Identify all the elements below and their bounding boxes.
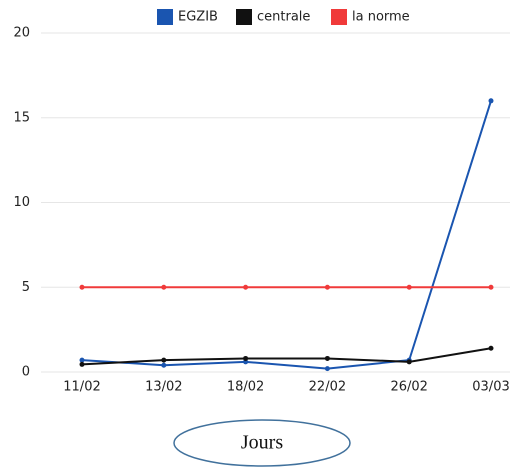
y-tick-label: 20 (13, 26, 30, 41)
point (406, 284, 412, 290)
point (79, 357, 85, 363)
y-tick-label: 5 (22, 280, 30, 295)
legend-label: EGZIB (178, 10, 218, 25)
point (324, 366, 330, 372)
x-tick-label: 03/03 (472, 380, 509, 395)
point (488, 284, 494, 290)
point (488, 98, 494, 104)
point (161, 362, 167, 368)
point (406, 359, 412, 365)
point (243, 284, 249, 290)
legend-swatch (157, 9, 173, 25)
point (161, 357, 167, 363)
x-tick-label: 26/02 (390, 380, 427, 395)
x-tick-label: 11/02 (63, 380, 100, 395)
y-tick-label: 10 (13, 195, 30, 210)
x-axis-label: Jours (241, 432, 283, 454)
y-tick-label: 15 (13, 110, 30, 125)
point (324, 355, 330, 361)
legend-label: centrale (257, 10, 310, 25)
point (243, 355, 249, 361)
x-label-ellipse (173, 419, 351, 467)
point (79, 361, 85, 367)
series-line (81, 100, 492, 370)
series-line (81, 347, 492, 366)
point (79, 284, 85, 290)
x-tick-label: 18/02 (227, 380, 264, 395)
point (324, 284, 330, 290)
y-tick-label: 0 (22, 365, 30, 380)
legend-label: la norme (352, 10, 410, 25)
point (161, 284, 167, 290)
legend-swatch (236, 9, 252, 25)
x-tick-label: 22/02 (309, 380, 346, 395)
x-tick-label: 13/02 (145, 380, 182, 395)
legend-swatch (331, 9, 347, 25)
point (488, 345, 494, 351)
